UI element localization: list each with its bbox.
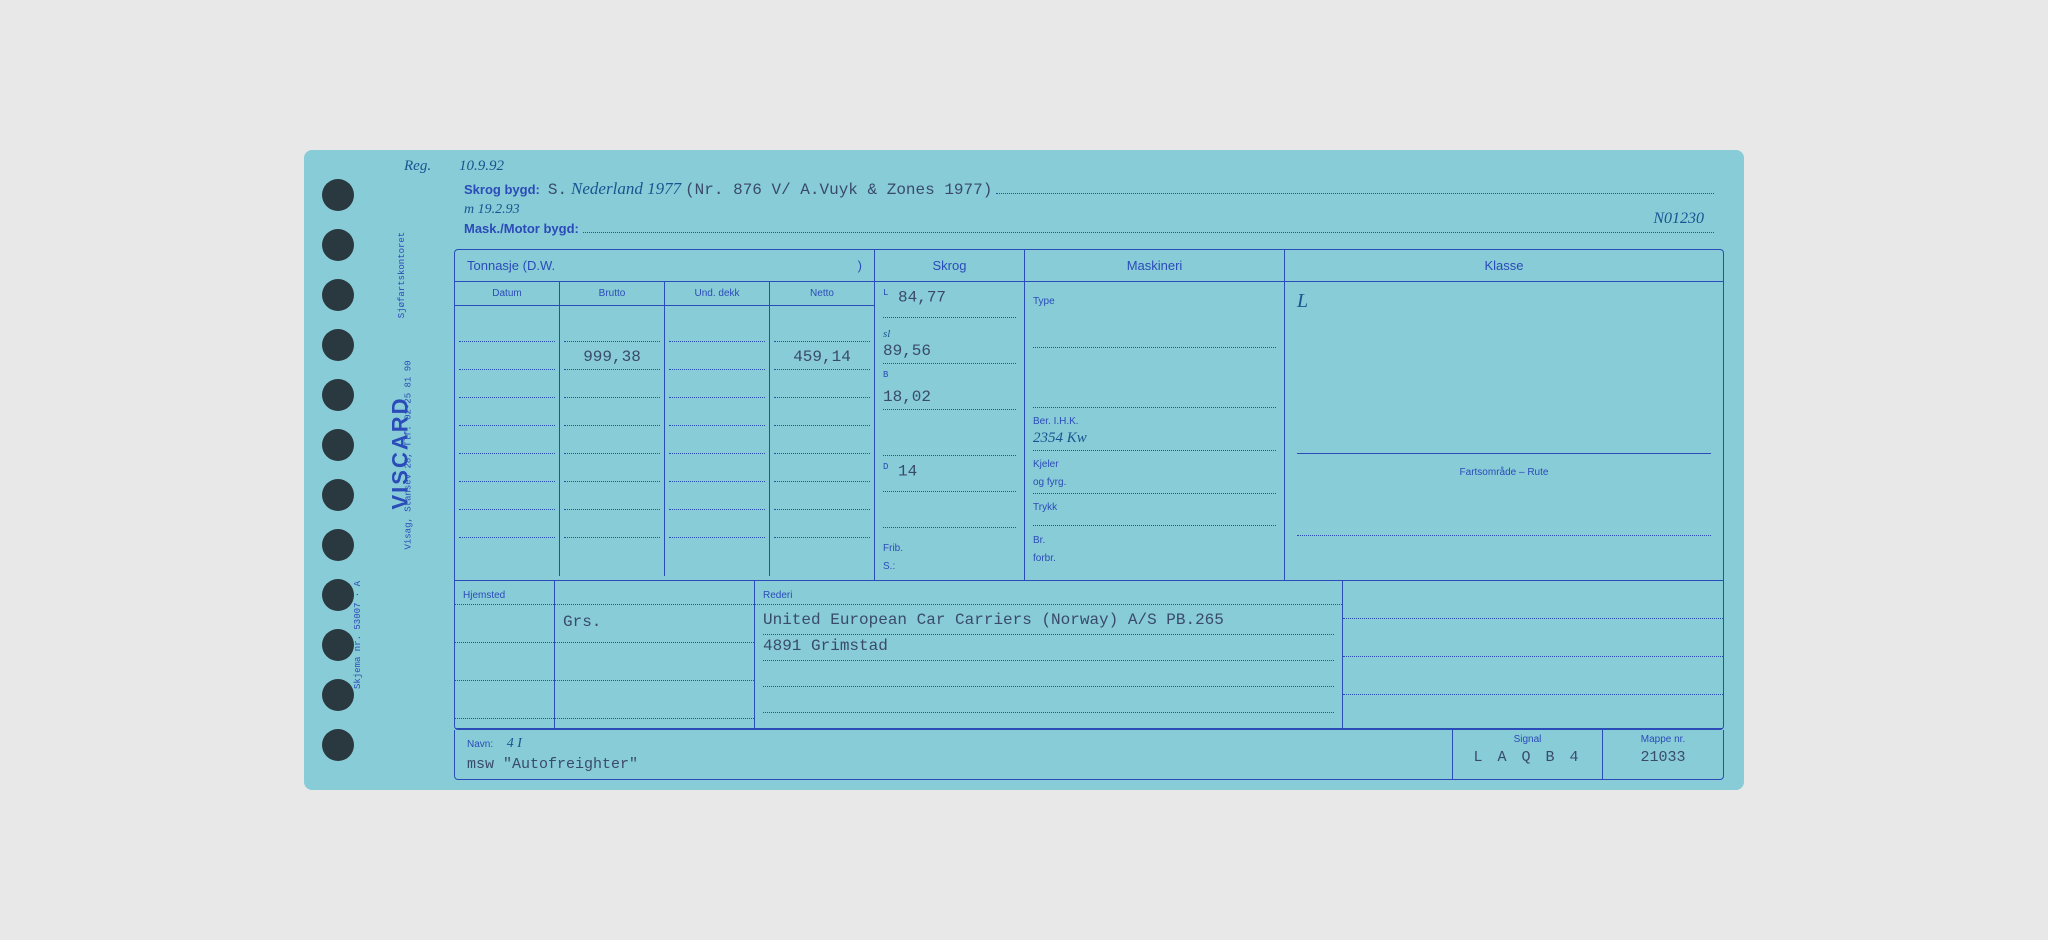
skrog-L: 84,77 [898, 288, 946, 306]
netto-value: 459,14 [774, 342, 870, 370]
s-label: S.: [883, 561, 895, 572]
brutto-col: 999,38 [560, 306, 665, 576]
skrog-SL: 89,56 [883, 342, 931, 360]
skrog-place: Nederland 1977 [571, 179, 681, 199]
rederi-line1: United European Car Carriers (Norway) A/… [763, 609, 1334, 635]
klasse-column: Klasse L Fartsområde – Rute [1285, 250, 1723, 580]
farts-label: Fartsområde – Rute [1460, 467, 1549, 478]
mappe-column: Mappe nr. 21033 [1603, 730, 1723, 779]
brutto-header: Brutto [560, 282, 665, 305]
kjeler-label: Kjeler [1033, 459, 1059, 470]
main-table: Tonnasje (D.W. ) Datum Brutto Und. dekk … [454, 249, 1724, 730]
hole [322, 229, 354, 261]
ber-label: Ber. I.H.K. [1033, 416, 1079, 427]
type-label: Type [1033, 296, 1055, 307]
rederi-column: Rederi United European Car Carriers (Nor… [755, 581, 1343, 728]
hole [322, 479, 354, 511]
bottom-table-row: Hjemsted Grs. Rederi [455, 581, 1723, 729]
navn-value: msw "Autofreighter" [467, 756, 1440, 773]
dotted-fill [583, 232, 1714, 233]
tonnage-column: Tonnasje (D.W. ) Datum Brutto Und. dekk … [455, 250, 875, 580]
rederi-label: Rederi [763, 590, 792, 601]
dotted-fill [996, 193, 1714, 194]
fyrg-label: og fyrg. [1033, 477, 1066, 488]
hole [322, 179, 354, 211]
skrog-B: 18,02 [883, 388, 931, 406]
sl-label: sl [883, 328, 890, 340]
ship-registry-card: VISCARD Visag, Stansev 28, Tlf. 02-25 81… [304, 150, 1744, 790]
mask-bygd-label: Mask./Motor bygd: [464, 221, 579, 236]
skrog-bygd-label: Skrog bygd: [464, 182, 540, 197]
skrog-title: Skrog [875, 250, 1024, 282]
ber-value: 2354 Kw [1033, 430, 1087, 446]
signal-column: Signal L A Q B 4 [1453, 730, 1603, 779]
header-section: Skrog bygd: S. Nederland 1977 (Nr. 876 V… [454, 160, 1724, 249]
rederi-line2: 4891 Grimstad [763, 635, 1334, 661]
side-address: Visag, Stansev 28, Tlf. 02-25 81 90 [404, 360, 414, 549]
hjemsted-section: Hjemsted Grs. [455, 581, 755, 728]
hole [322, 379, 354, 411]
signal-value: L A Q B 4 [1465, 749, 1590, 766]
hole [322, 529, 354, 561]
date-top: 10.9.92 [459, 158, 504, 175]
skrog-column: Skrog L 84,77 sl 89,56 B 18,02 [875, 250, 1025, 580]
hole [322, 579, 354, 611]
date-second: m 19.2.93 [464, 202, 520, 218]
reg-label: Reg. [404, 158, 431, 175]
tonnage-title: Tonnasje (D.W. [467, 258, 555, 273]
n-code: N01230 [1653, 210, 1704, 228]
brutto-value: 999,38 [564, 342, 660, 370]
trykk-label: Trykk [1033, 502, 1057, 513]
br-label: Br. [1033, 535, 1045, 546]
footer-section: Navn: 4 I msw "Autofreighter" Signal L A… [454, 730, 1724, 780]
netto-col: 459,14 [770, 306, 874, 576]
hole [322, 429, 354, 461]
side-label-strip: VISCARD Visag, Stansev 28, Tlf. 02-25 81… [374, 150, 444, 790]
forbr-label: forbr. [1033, 553, 1056, 564]
und-dekk-col [665, 306, 770, 576]
main-content: Skrog bygd: S. Nederland 1977 (Nr. 876 V… [444, 150, 1744, 790]
punch-holes [304, 150, 374, 790]
hole [322, 329, 354, 361]
datum-col [455, 306, 560, 576]
signal-label: Signal [1465, 734, 1590, 745]
hole [322, 629, 354, 661]
netto-header: Netto [770, 282, 874, 305]
side-form-nr: Skjema nr. 53007 · A [353, 581, 363, 689]
klasse-title: Klasse [1285, 250, 1723, 282]
hole [322, 279, 354, 311]
klasse-value: L [1297, 290, 1308, 312]
und-dekk-header: Und. dekk [665, 282, 770, 305]
datum-header: Datum [455, 282, 560, 305]
hjemsted-label: Hjemsted [463, 590, 505, 601]
navn-label: Navn: [467, 739, 493, 750]
skrog-D: 14 [898, 463, 917, 481]
right-bottom-section [1343, 581, 1723, 728]
maskineri-column: Maskineri Type Ber. I.H.K. 2354 Kw Kjele… [1025, 250, 1285, 580]
maskineri-title: Maskineri [1025, 250, 1284, 282]
hjemsted-value: Grs. [555, 605, 754, 643]
table-top-row: Tonnasje (D.W. ) Datum Brutto Und. dekk … [455, 250, 1723, 581]
skrog-s: S. [548, 181, 567, 199]
navn-column: Navn: 4 I msw "Autofreighter" [455, 730, 1453, 779]
skrog-detail: (Nr. 876 V/ A.Vuyk & Zones 1977) [685, 181, 992, 199]
mappe-label: Mappe nr. [1615, 734, 1711, 745]
frib-label: Frib. [883, 543, 903, 554]
tonnage-close: ) [858, 258, 862, 273]
hole [322, 729, 354, 761]
mappe-value: 21033 [1615, 749, 1711, 766]
hole [322, 679, 354, 711]
navn-hand: 4 I [507, 736, 522, 751]
side-sjofart: Sjøfartskontoret [397, 232, 407, 318]
